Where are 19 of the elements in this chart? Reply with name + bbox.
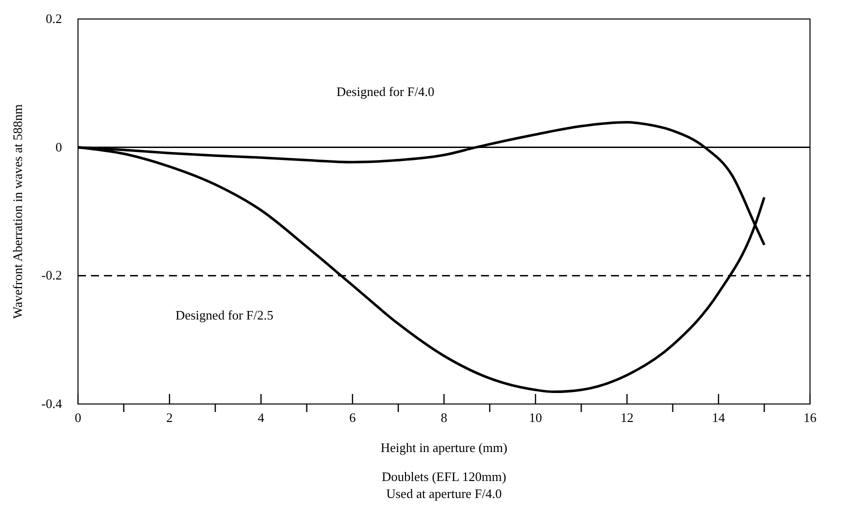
y-tick-label: 0 (56, 139, 62, 154)
x-axis-title: Height in aperture (mm) (380, 440, 508, 455)
x-tick-label: 2 (166, 410, 173, 425)
x-tick-label: 0 (74, 410, 82, 425)
annotation: Designed for F/4.0 (336, 84, 434, 99)
y-tick-label: -0.2 (41, 268, 62, 283)
x-tick-label: 4 (258, 410, 265, 425)
x-tick-label: 10 (529, 410, 542, 425)
text: Doublets (EFL 120mm) (382, 469, 506, 484)
y-axis-title: Wavefront Aberration in waves at 588nm (10, 104, 25, 319)
annotation: Designed for F/2.5 (175, 307, 274, 322)
x-tick-label: 16 (804, 410, 817, 425)
x-tick-label: 6 (349, 410, 356, 425)
y-tick-label: 0.2 (46, 11, 62, 26)
y-tick-label: -0.4 (41, 396, 62, 411)
x-tick-label: 8 (440, 410, 448, 425)
text: Used at aperture F/4.0 (386, 486, 502, 501)
x-tick-label: 14 (712, 410, 726, 425)
x-tick-label: 12 (620, 410, 634, 425)
